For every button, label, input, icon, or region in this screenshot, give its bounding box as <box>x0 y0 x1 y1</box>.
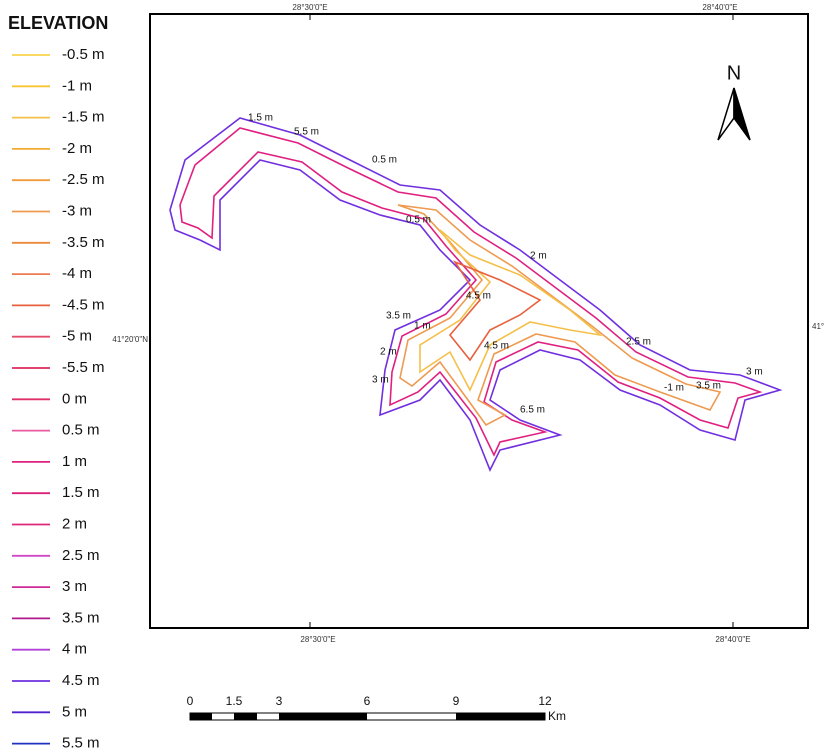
legend-label: -5 m <box>62 328 92 345</box>
legend-label: 0 m <box>62 390 87 407</box>
coord-label: 41°20'0"N <box>112 335 148 344</box>
scale-segment <box>234 713 257 720</box>
scale-tick-label: 1.5 <box>226 694 243 708</box>
contour-label: 4.5 m <box>466 291 491 302</box>
scale-tick-label: 0 <box>187 694 194 708</box>
contour-label: 0.5 m <box>372 155 397 166</box>
reservoir-contours <box>169 117 783 472</box>
north-arrow-left <box>717 87 735 141</box>
legend-title: ELEVATION <box>8 13 108 33</box>
legend-label: 3 m <box>62 578 87 595</box>
legend-label: 2.5 m <box>62 547 100 564</box>
contour-labels: 1.5 m 5.5 m 0.5 m 0.5 m 2 m 3.5 m 1 m 2 … <box>248 113 763 416</box>
legend-label: 5 m <box>62 703 87 720</box>
legend-label: -5.5 m <box>62 359 105 376</box>
scale-unit: Km <box>548 709 566 723</box>
contour-label: 3 m <box>746 367 763 378</box>
legend-label: -1 m <box>62 77 92 94</box>
scale-segment <box>456 713 545 720</box>
scale-tick-label: 12 <box>538 694 552 708</box>
legend-label: -2.5 m <box>62 171 105 188</box>
contour-label: 2.5 m <box>626 337 651 348</box>
legend-label: -1.5 m <box>62 109 105 126</box>
legend-label: -4 m <box>62 265 92 282</box>
contour-label: 6.5 m <box>520 405 545 416</box>
contour <box>419 229 603 392</box>
contour-label: 2 m <box>380 347 397 358</box>
contour-label: 4.5 m <box>484 341 509 352</box>
scale-bar: Km 0 1.5 3 6 9 12 <box>187 694 566 723</box>
contour <box>169 117 783 472</box>
legend-label: 3.5 m <box>62 609 100 626</box>
contour-label: 1 m <box>414 321 431 332</box>
contour-label: 3 m <box>372 375 389 386</box>
contour-label: 0.5 m <box>406 215 431 226</box>
north-arrow-right <box>733 87 751 141</box>
contour-label: 3.5 m <box>696 381 721 392</box>
contour-label: 1.5 m <box>248 113 273 124</box>
legend-label: 2 m <box>62 515 87 532</box>
scale-segment <box>190 713 212 720</box>
legend-label: 4.5 m <box>62 672 100 689</box>
legend-label: -3.5 m <box>62 234 105 251</box>
coord-label: 28°30'0"E <box>292 3 327 12</box>
contour-label: -1 m <box>664 383 684 394</box>
legend-label: 4 m <box>62 641 87 658</box>
north-label: N <box>727 62 741 84</box>
contour <box>448 260 542 362</box>
contour-label: 5.5 m <box>294 127 319 138</box>
legend-label: 5.5 m <box>62 735 100 752</box>
legend-label: -3 m <box>62 202 92 219</box>
contour-label: 3.5 m <box>386 311 411 322</box>
scale-segment <box>279 713 367 720</box>
coord-label: 28°40'0"E <box>715 635 750 644</box>
scale-tick-label: 3 <box>276 694 283 708</box>
coord-label: 41° <box>812 322 824 331</box>
contour-label: 2 m <box>530 251 547 262</box>
legend: -0.5 m -1 m -1.5 m -2 m -2.5 m -3 m -3.5 m -4 m… <box>12 46 105 752</box>
legend-label: 0.5 m <box>62 422 100 439</box>
legend-label: 1.5 m <box>62 484 100 501</box>
contour <box>179 127 763 457</box>
legend-label: -0.5 m <box>62 46 105 63</box>
coord-label: 28°40'0"E <box>702 3 737 12</box>
map-frame <box>149 13 809 629</box>
legend-label: -4.5 m <box>62 296 105 313</box>
scale-tick-label: 9 <box>453 694 460 708</box>
coord-label: 28°30'0"E <box>300 635 335 644</box>
legend-label: -2 m <box>62 140 92 157</box>
legend-label: 1 m <box>62 453 87 470</box>
scale-tick-label: 6 <box>364 694 371 708</box>
north-arrow: N <box>717 62 751 141</box>
